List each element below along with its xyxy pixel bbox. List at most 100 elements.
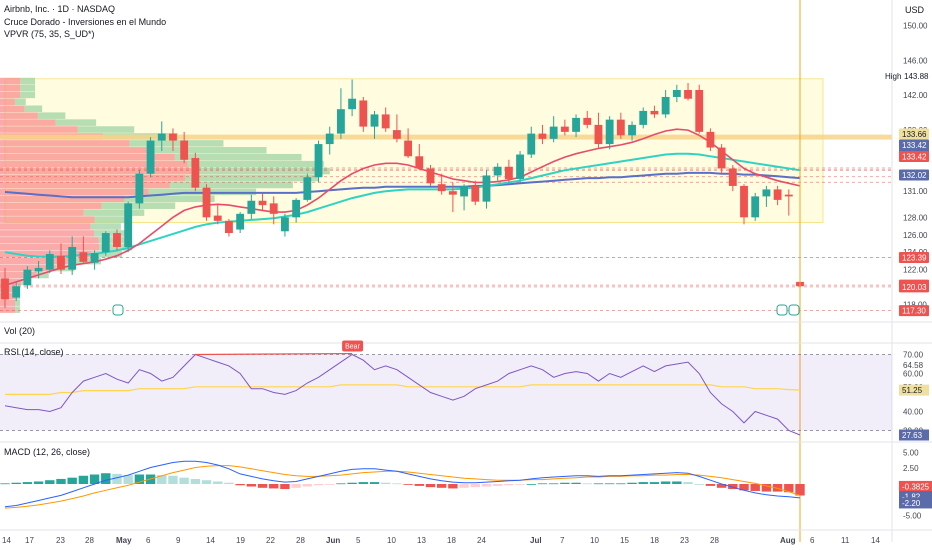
candle-body — [23, 269, 32, 286]
macd-histogram-bar — [235, 484, 245, 486]
candle-body — [292, 199, 301, 218]
time-axis-label: 18 — [447, 536, 456, 545]
price-axis-tick: 142.00 — [903, 91, 928, 100]
volume-profile-sell-bar — [0, 230, 95, 237]
volume-profile-buy-bar — [99, 244, 133, 251]
chart-title: Airbnb, Inc. · 1D · NASDAQ — [4, 4, 116, 14]
macd-histogram-bar — [627, 482, 637, 484]
time-axis-label: Jun — [326, 536, 340, 545]
candle-body — [258, 200, 267, 206]
candle-body — [661, 96, 670, 115]
price-tag-box — [899, 139, 929, 151]
volume-legend: Vol (20) — [4, 326, 36, 336]
macd-histogram-bar — [728, 484, 738, 490]
macd-histogram-bar — [660, 481, 671, 484]
candle-body — [359, 100, 368, 127]
volume-profile-buy-bar — [36, 271, 49, 279]
indicator-legend-1: Cruce Dorado - Inversiones en el Mundo — [4, 17, 167, 27]
volume-profile-sell-bar — [0, 112, 38, 119]
macd-histogram-bar — [526, 484, 536, 485]
macd-histogram-bar — [716, 484, 727, 488]
volume-profile-sell-bar — [0, 160, 188, 168]
candle-body — [616, 119, 625, 136]
volume-profile-buy-bar — [20, 91, 35, 99]
macd-histogram-bar — [179, 477, 189, 484]
candle-body — [527, 133, 536, 155]
candle-body — [135, 173, 144, 204]
candle-body — [213, 215, 222, 221]
candle-body — [740, 185, 748, 218]
macd-histogram-bar — [795, 484, 805, 496]
candle-body — [493, 166, 502, 176]
macd-histogram-bar — [11, 482, 21, 484]
price-tag-box — [899, 151, 929, 162]
candle-body — [113, 233, 121, 247]
volume-profile-sell-bar — [0, 77, 21, 85]
price-tag-box — [899, 252, 929, 264]
candle-body — [314, 144, 323, 178]
macd-histogram-bar — [492, 484, 503, 486]
candle-body — [471, 185, 480, 202]
macd-tag-box — [899, 480, 932, 492]
volume-profile-sell-bar — [0, 98, 15, 106]
macd-axis-tick: 2.50 — [903, 464, 919, 473]
candle-body — [516, 154, 524, 179]
price-axis-tick: 150.00 — [903, 21, 928, 30]
macd-histogram-bar — [313, 484, 324, 486]
macd-tag-box — [899, 497, 932, 509]
high-value: 143.88 — [904, 72, 929, 81]
macd-histogram-bar — [56, 478, 66, 484]
macd-tag-label: -1.82 — [902, 493, 921, 502]
price-tag-label: 133.42 — [902, 153, 927, 162]
macd-histogram-bar — [604, 483, 615, 485]
time-axis-label: Aug — [780, 536, 796, 545]
macd-histogram-bar — [784, 484, 794, 493]
macd-histogram-bar — [571, 482, 581, 484]
macd-histogram-bar — [224, 482, 234, 484]
candle-body — [583, 117, 592, 125]
rsi-tag-box — [899, 384, 929, 396]
candle-body — [236, 213, 245, 230]
candle-body — [169, 133, 177, 141]
currency-label: USD — [905, 5, 925, 15]
candle-body — [426, 168, 435, 184]
candle-body — [90, 253, 99, 263]
candle-body — [437, 184, 446, 192]
macd-histogram-bar — [638, 482, 648, 484]
volume-profile-buy-bar — [90, 223, 121, 230]
macd-histogram-bar — [481, 484, 492, 487]
rsi-axis-tick: 64.58 — [903, 361, 924, 370]
rsi-signal-line — [5, 384, 801, 395]
candle-body — [784, 194, 793, 197]
macd-histogram-bar — [369, 482, 380, 484]
candle-body — [79, 252, 88, 262]
volume-profile-buy-bar — [14, 98, 26, 106]
rsi-band — [0, 354, 892, 431]
volume-profile-sell-bar — [0, 244, 100, 251]
candle-body — [269, 203, 278, 214]
volume-profile-buy-bar — [187, 160, 324, 168]
macd-line — [4, 460, 801, 508]
volume-profile-sell-bar — [0, 223, 91, 230]
candle-body — [146, 140, 155, 174]
macd-histogram-bar — [739, 484, 749, 491]
volume-profile-buy-bar — [37, 112, 66, 119]
candle-body — [504, 166, 513, 179]
macd-legend: MACD (12, 26, close) — [4, 447, 91, 457]
time-axis-label: 14 — [2, 536, 11, 545]
volume-profile-sell-bar — [0, 84, 21, 92]
candle-body — [650, 110, 659, 115]
macd-histogram-bar — [213, 481, 223, 484]
volume-profile-sell-bar — [0, 153, 175, 161]
time-axis-label: 23 — [680, 536, 689, 545]
volume-profile-buy-bar — [20, 84, 35, 92]
macd-histogram-bar — [548, 483, 559, 485]
time-axis-label: 28 — [296, 536, 305, 545]
macd-histogram-bar — [392, 483, 402, 485]
macd-signal-line — [4, 465, 801, 509]
candle-body — [381, 114, 390, 129]
time-axis-label: 10 — [387, 536, 396, 545]
candle-body — [191, 158, 200, 188]
macd-axis-tick: -5.00 — [903, 512, 922, 521]
